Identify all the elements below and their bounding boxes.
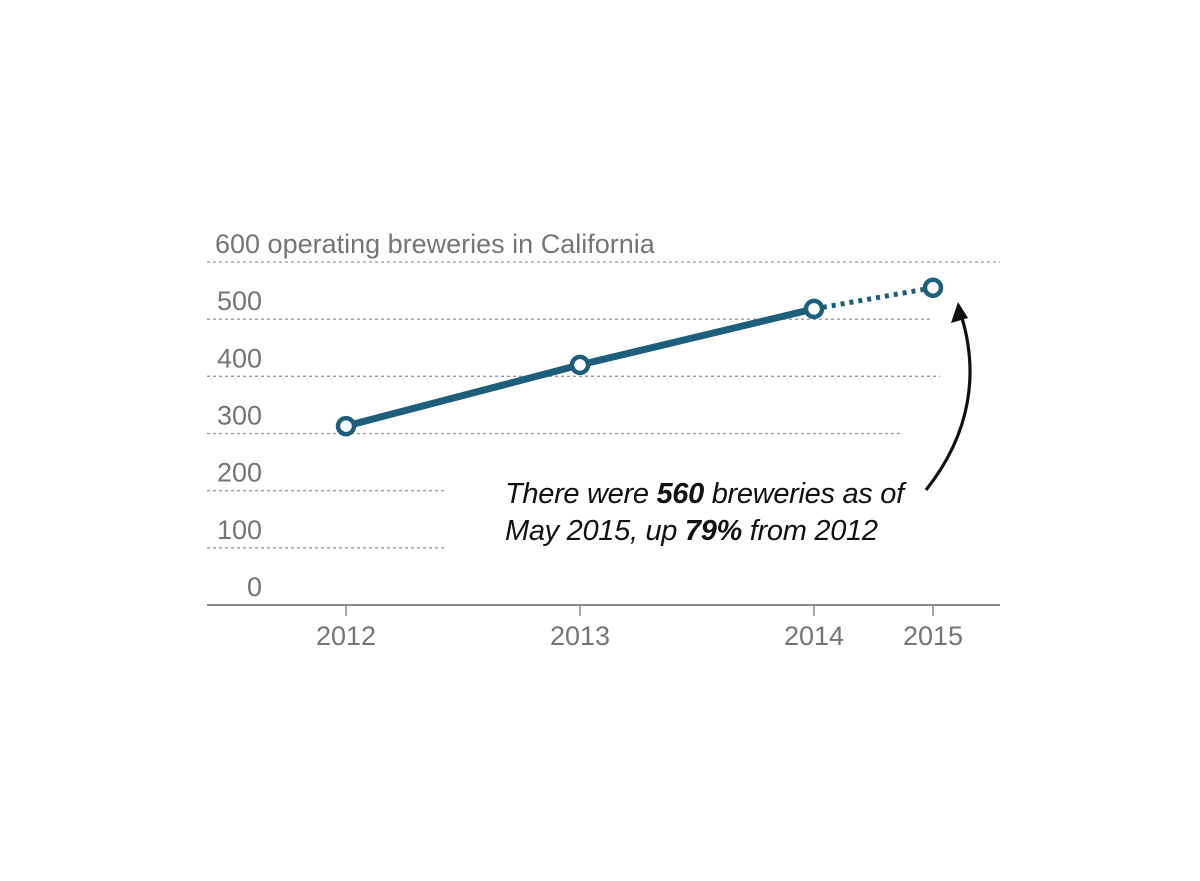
grid-lines <box>207 261 1000 549</box>
annotation-text-part: breweries as of <box>703 478 904 510</box>
annotation-highlight-count: 560 <box>656 478 704 510</box>
annotation-line-1: There were 560 breweries as of <box>505 476 945 513</box>
annotation-arrow <box>924 302 972 491</box>
annotation-text-part: from 2012 <box>742 515 878 547</box>
x-tick-label: 2013 <box>550 621 610 651</box>
y-tick-label: 300 <box>217 401 262 431</box>
data-point <box>569 354 591 376</box>
annotation-text: There were 560 breweries as of May 2015,… <box>505 476 945 550</box>
y-tick-label: 400 <box>217 343 262 373</box>
annotation-text-part: May 2015, up <box>505 515 685 547</box>
series-line-breweries <box>335 277 944 437</box>
annotation-line-2: May 2015, up 79% from 2012 <box>505 513 945 550</box>
y-axis-tick-labels: 0 100 200 300 400 500 600 operating breweries … <box>215 229 656 602</box>
series-line-projected <box>813 285 934 312</box>
y-tick-label: 600 operating breweries in California <box>215 229 656 259</box>
data-point <box>335 415 357 437</box>
x-axis-ticks: 2012 2013 2014 2015 <box>316 605 963 651</box>
data-point <box>922 277 944 298</box>
y-tick-label: 0 <box>247 572 262 602</box>
data-point <box>803 298 825 320</box>
x-tick-label: 2014 <box>784 621 844 651</box>
arrow-shaft <box>924 317 972 491</box>
arrow-head <box>951 302 968 323</box>
annotation-text-part: There were <box>505 478 657 510</box>
x-tick-label: 2012 <box>316 621 376 651</box>
annotation-highlight-percent: 79% <box>684 515 743 547</box>
y-tick-label: 500 <box>217 286 262 316</box>
x-tick-label: 2015 <box>903 621 963 651</box>
y-tick-label: 200 <box>217 458 262 488</box>
y-tick-label: 100 <box>217 515 262 545</box>
